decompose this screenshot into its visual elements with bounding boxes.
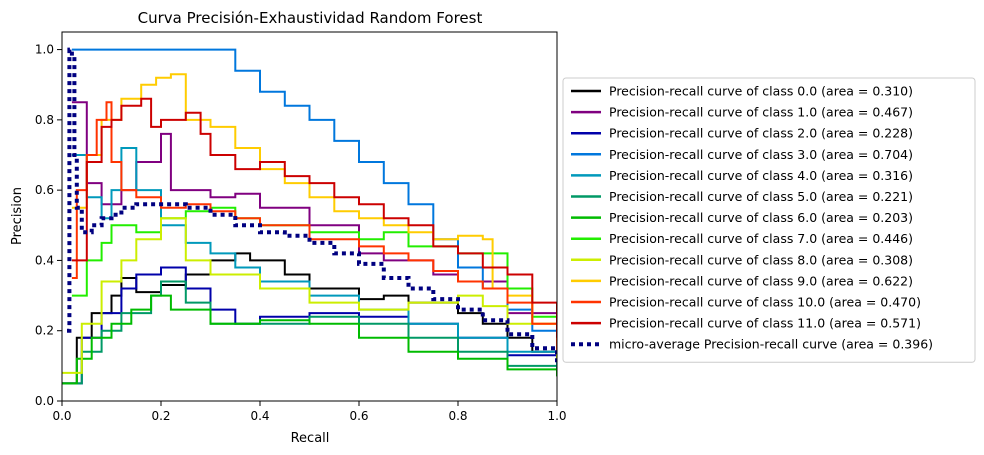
y-tick-label-4: 0.8 [35, 113, 54, 127]
x-tick-label-0: 0.0 [52, 409, 71, 423]
legend-label-10: Precision-recall curve of class 10.0 (ar… [609, 295, 921, 310]
series-line-8 [62, 217, 557, 374]
y-axis-label: Precision [10, 187, 25, 245]
series-line-1 [71, 101, 557, 352]
x-tick-label-5: 1.0 [547, 409, 566, 423]
x-tick-label-4: 0.8 [448, 409, 467, 423]
plot-frame [61, 31, 558, 402]
legend-box [562, 77, 976, 363]
chart-title: Curva Precisión-Exhaustividad Random For… [138, 9, 483, 27]
legend-label-9: Precision-recall curve of class 9.0 (are… [609, 273, 913, 288]
series-line-12 [67, 47, 557, 363]
x-tick-label-1: 0.2 [151, 409, 170, 423]
legend-label-1: Precision-recall curve of class 1.0 (are… [609, 105, 913, 120]
plot-area [62, 47, 557, 385]
series-line-11 [71, 97, 557, 338]
legend-label-6: Precision-recall curve of class 6.0 (are… [609, 210, 913, 225]
legend-label-0: Precision-recall curve of class 0.0 (are… [609, 84, 913, 99]
legend-label-8: Precision-recall curve of class 8.0 (are… [609, 252, 913, 267]
legend-label-3: Precision-recall curve of class 3.0 (are… [609, 147, 913, 162]
legend-label-7: Precision-recall curve of class 7.0 (are… [609, 231, 913, 246]
y-tick-label-3: 0.6 [35, 183, 54, 197]
y-tick-label-5: 1.0 [35, 43, 54, 57]
legend-label-2: Precision-recall curve of class 2.0 (are… [609, 126, 913, 141]
legend-label-11: Precision-recall curve of class 11.0 (ar… [609, 316, 921, 331]
x-tick-label-2: 0.4 [250, 409, 269, 423]
y-tick-label-2: 0.4 [35, 253, 54, 267]
series-line-7 [71, 206, 557, 349]
series-line-9 [71, 73, 557, 345]
y-tick-label-0: 0.0 [35, 394, 54, 408]
x-axis-label: Recall [291, 431, 330, 446]
legend-label-12: micro-average Precision-recall curve (ar… [609, 337, 933, 352]
series-line-6 [62, 294, 557, 385]
legend: Precision-recall curve of class 0.0 (are… [562, 77, 976, 363]
legend-label-4: Precision-recall curve of class 4.0 (are… [609, 168, 913, 183]
x-tick-label-3: 0.6 [349, 409, 368, 423]
legend-label-5: Precision-recall curve of class 5.0 (are… [609, 189, 913, 204]
axes: 0.0 0.2 0.4 0.6 0.8 1.0 0.0 0.2 0.4 0.6 0.8 1.0 [35, 31, 567, 423]
y-tick-label-1: 0.2 [35, 324, 54, 338]
series-line-4 [71, 147, 557, 366]
series-line-0 [62, 252, 557, 385]
